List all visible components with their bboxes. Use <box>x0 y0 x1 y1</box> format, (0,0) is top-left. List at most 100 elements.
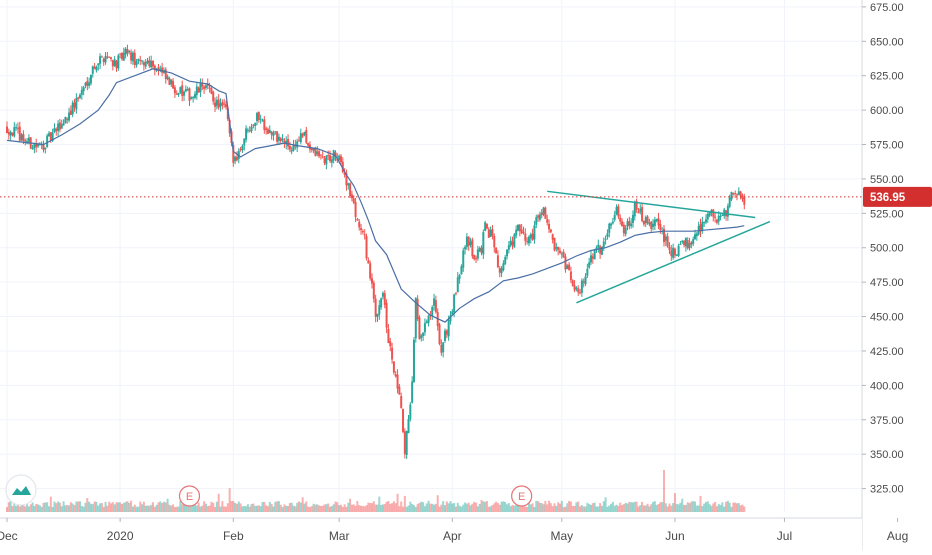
candle-body[interactable] <box>301 133 304 137</box>
candle-body[interactable] <box>208 87 211 89</box>
candle-body[interactable] <box>341 161 344 173</box>
candle-body[interactable] <box>170 79 173 85</box>
candle-body[interactable] <box>104 56 107 63</box>
candle-body[interactable] <box>110 57 113 59</box>
candle-body[interactable] <box>506 249 509 257</box>
candle-body[interactable] <box>35 143 38 148</box>
candle-body[interactable] <box>633 201 636 217</box>
candle-body[interactable] <box>593 250 596 260</box>
candle-body[interactable] <box>425 321 428 324</box>
candle-body[interactable] <box>398 386 401 395</box>
candle-body[interactable] <box>257 112 260 121</box>
candle-body[interactable] <box>58 122 61 130</box>
candle-body[interactable] <box>414 297 417 339</box>
candle-body[interactable] <box>9 131 12 136</box>
candle-body[interactable] <box>321 156 324 158</box>
candle-body[interactable] <box>86 80 89 86</box>
candle-body[interactable] <box>475 258 478 260</box>
candle-body[interactable] <box>509 240 512 246</box>
candle-body[interactable] <box>396 374 399 389</box>
candle-body[interactable] <box>675 254 678 256</box>
candle-body[interactable] <box>405 431 408 455</box>
candle-body[interactable] <box>100 56 103 58</box>
candle-body[interactable] <box>449 315 452 322</box>
candle-body[interactable] <box>261 120 264 122</box>
candle-body[interactable] <box>473 254 476 260</box>
candle-body[interactable] <box>540 212 543 216</box>
candle-body[interactable] <box>323 158 326 163</box>
candle-body[interactable] <box>181 85 184 97</box>
candle-body[interactable] <box>82 87 85 92</box>
candle-body[interactable] <box>447 320 450 337</box>
candle-body[interactable] <box>69 110 72 115</box>
candle-body[interactable] <box>420 335 423 338</box>
candle-body[interactable] <box>646 216 649 224</box>
candle-body[interactable] <box>655 219 658 222</box>
candle-body[interactable] <box>68 112 71 121</box>
candle-body[interactable] <box>591 256 594 259</box>
candle-body[interactable] <box>210 88 213 94</box>
candle-body[interactable] <box>496 255 499 268</box>
candle-body[interactable] <box>186 89 189 91</box>
candle-body[interactable] <box>245 128 248 140</box>
candle-body[interactable] <box>672 247 675 258</box>
candle-body[interactable] <box>715 219 718 223</box>
candle-body[interactable] <box>732 193 735 195</box>
candle-body[interactable] <box>575 287 578 289</box>
candle-body[interactable] <box>188 88 191 101</box>
candle-body[interactable] <box>381 292 384 297</box>
candle-body[interactable] <box>106 56 109 58</box>
candle-body[interactable] <box>246 129 249 131</box>
candle-body[interactable] <box>580 280 583 293</box>
candle-body[interactable] <box>350 194 353 199</box>
candle-body[interactable] <box>582 281 585 283</box>
candle-body[interactable] <box>650 221 653 229</box>
candle-body[interactable] <box>464 246 467 250</box>
candle-body[interactable] <box>266 129 269 134</box>
candle-body[interactable] <box>692 239 695 244</box>
candle-body[interactable] <box>365 236 368 259</box>
candle-body[interactable] <box>239 148 242 150</box>
candle-body[interactable] <box>13 127 16 137</box>
candle-body[interactable] <box>150 60 153 68</box>
candle-body[interactable] <box>18 126 21 141</box>
candle-body[interactable] <box>454 292 457 294</box>
candle-body[interactable] <box>380 298 383 308</box>
candle-body[interactable] <box>493 235 496 248</box>
candle-body[interactable] <box>259 118 262 120</box>
candle-body[interactable] <box>294 145 297 147</box>
candle-body[interactable] <box>215 99 218 106</box>
candle-body[interactable] <box>225 104 227 108</box>
candle-body[interactable] <box>500 268 503 274</box>
candle-body[interactable] <box>666 236 669 247</box>
candle-body[interactable] <box>325 155 328 165</box>
candle-body[interactable] <box>195 86 198 96</box>
candle-body[interactable] <box>736 194 738 196</box>
candle-body[interactable] <box>345 173 348 186</box>
candle-body[interactable] <box>507 245 510 250</box>
candle-body[interactable] <box>686 240 689 249</box>
candle-body[interactable] <box>172 81 175 89</box>
candle-body[interactable] <box>221 102 224 106</box>
candle-body[interactable] <box>363 234 366 236</box>
candle-body[interactable] <box>433 298 436 306</box>
candle-body[interactable] <box>277 136 280 141</box>
candle-body[interactable] <box>708 212 711 216</box>
candle-body[interactable] <box>314 148 317 156</box>
candle-body[interactable] <box>517 224 519 231</box>
candle-body[interactable] <box>241 145 244 151</box>
candle-body[interactable] <box>22 134 25 141</box>
candle-body[interactable] <box>329 155 332 162</box>
candle-body[interactable] <box>385 302 388 328</box>
candle-body[interactable] <box>75 98 78 110</box>
candle-body[interactable] <box>115 61 118 69</box>
candle-body[interactable] <box>562 251 565 258</box>
candle-body[interactable] <box>480 247 483 253</box>
candle-body[interactable] <box>489 230 492 237</box>
candle-body[interactable] <box>292 144 295 151</box>
candle-body[interactable] <box>573 285 576 291</box>
candle-body[interactable] <box>467 237 470 246</box>
candle-body[interactable] <box>316 151 319 155</box>
candle-body[interactable] <box>714 216 717 218</box>
candle-body[interactable] <box>51 132 54 142</box>
